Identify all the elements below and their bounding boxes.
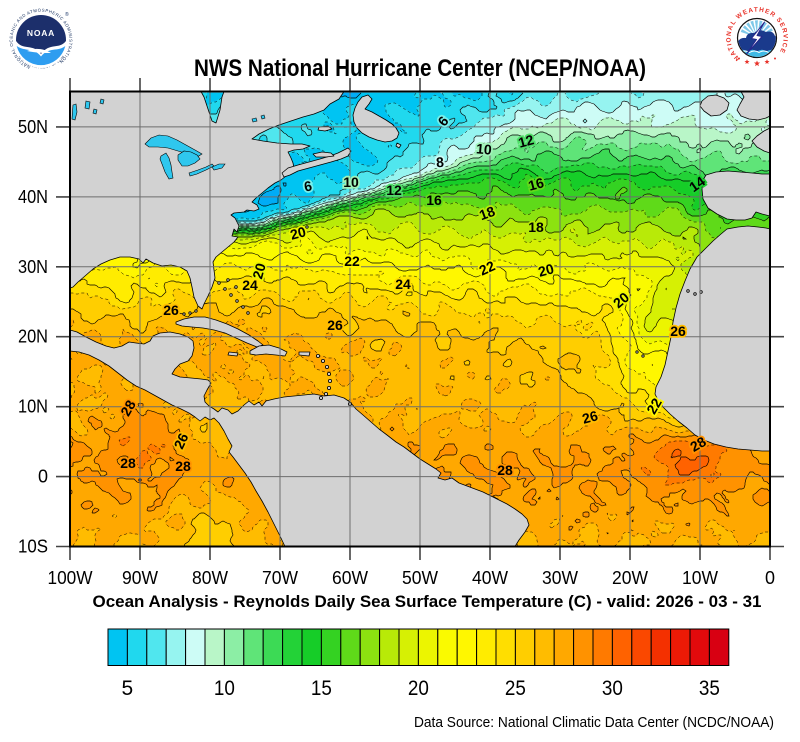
svg-text:80W: 80W bbox=[192, 568, 228, 588]
svg-text:22: 22 bbox=[344, 253, 360, 269]
svg-text:18: 18 bbox=[477, 203, 497, 223]
svg-text:90W: 90W bbox=[122, 568, 158, 588]
svg-text:10N: 10N bbox=[18, 397, 48, 417]
svg-text:20: 20 bbox=[408, 677, 429, 700]
svg-text:20N: 20N bbox=[18, 327, 48, 347]
svg-text:20: 20 bbox=[536, 260, 555, 280]
svg-text:100W: 100W bbox=[48, 568, 93, 588]
svg-text:30W: 30W bbox=[542, 568, 578, 588]
svg-text:26: 26 bbox=[670, 323, 686, 339]
svg-text:Ocean Analysis - Reynolds Dail: Ocean Analysis - Reynolds Daily Sea Surf… bbox=[93, 592, 762, 611]
svg-text:15: 15 bbox=[311, 677, 332, 700]
svg-text:50N: 50N bbox=[18, 117, 48, 137]
svg-text:30N: 30N bbox=[18, 257, 48, 277]
svg-text:20: 20 bbox=[288, 223, 307, 243]
svg-text:10S: 10S bbox=[18, 537, 48, 557]
svg-text:10W: 10W bbox=[682, 568, 718, 588]
svg-text:10: 10 bbox=[476, 140, 493, 157]
svg-text:24: 24 bbox=[395, 276, 411, 292]
svg-text:50W: 50W bbox=[402, 568, 438, 588]
svg-text:26: 26 bbox=[163, 302, 179, 318]
svg-text:25: 25 bbox=[505, 677, 526, 700]
svg-text:16: 16 bbox=[526, 174, 545, 194]
svg-text:0: 0 bbox=[765, 568, 775, 588]
svg-text:16: 16 bbox=[426, 192, 442, 208]
svg-text:28: 28 bbox=[120, 455, 136, 471]
svg-text:30: 30 bbox=[602, 677, 623, 700]
svg-text:26: 26 bbox=[580, 407, 599, 427]
svg-text:18: 18 bbox=[528, 219, 544, 235]
svg-text:12: 12 bbox=[516, 131, 535, 151]
svg-text:Data Source: National Climatic: Data Source: National Climatic Data Cent… bbox=[414, 714, 774, 731]
svg-text:60W: 60W bbox=[332, 568, 368, 588]
svg-text:NOAA: NOAA bbox=[27, 28, 55, 38]
svg-text:26: 26 bbox=[327, 317, 343, 333]
svg-text:28: 28 bbox=[175, 458, 191, 474]
svg-text:5: 5 bbox=[122, 677, 134, 700]
svg-text:40N: 40N bbox=[18, 187, 48, 207]
svg-text:®: ® bbox=[65, 11, 69, 18]
svg-text:40W: 40W bbox=[472, 568, 508, 588]
svg-text:8: 8 bbox=[435, 154, 444, 171]
svg-text:10: 10 bbox=[214, 677, 235, 700]
svg-text:24: 24 bbox=[242, 277, 258, 293]
svg-text:28: 28 bbox=[497, 462, 513, 478]
svg-text:35: 35 bbox=[699, 677, 720, 700]
svg-text:12: 12 bbox=[386, 182, 402, 198]
svg-text:20W: 20W bbox=[612, 568, 648, 588]
svg-text:NWS National Hurricane Center: NWS National Hurricane Center (NCEP/NOAA… bbox=[194, 55, 646, 82]
svg-text:10: 10 bbox=[343, 174, 359, 190]
svg-text:20: 20 bbox=[249, 261, 269, 280]
svg-text:70W: 70W bbox=[262, 568, 298, 588]
svg-text:0: 0 bbox=[38, 467, 48, 487]
